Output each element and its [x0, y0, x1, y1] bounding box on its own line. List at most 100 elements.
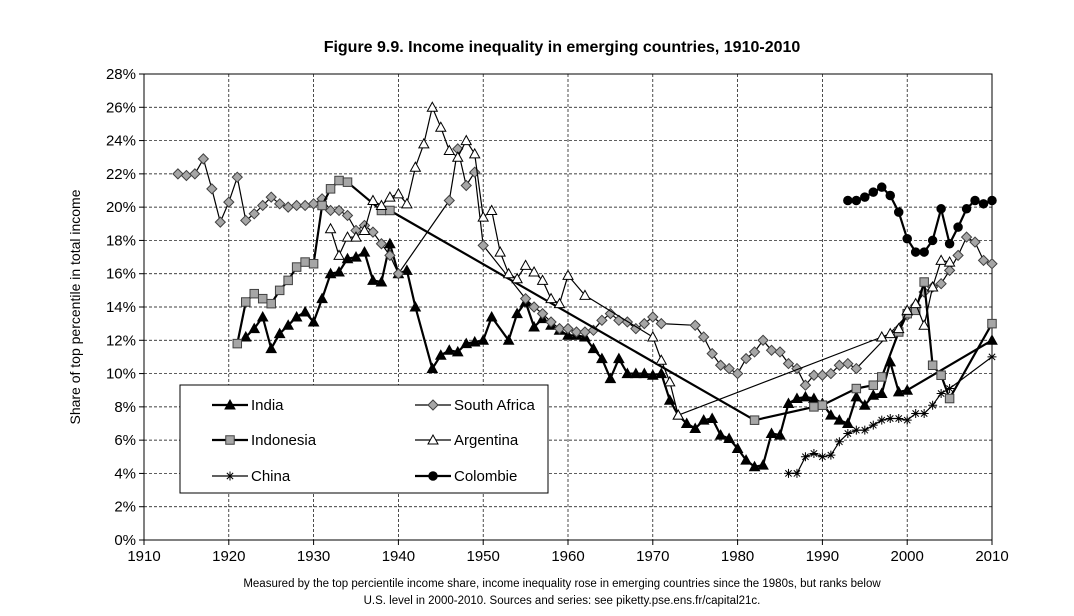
data-point-india: [714, 429, 727, 440]
data-point-south-africa: [952, 249, 964, 262]
data-point-south-africa: [808, 369, 820, 381]
data-point-indonesia: [851, 383, 862, 394]
data-point-argentina: [579, 289, 591, 300]
data-point-argentina: [511, 272, 523, 284]
y-tick-label: 14%: [106, 299, 136, 316]
data-point-india: [655, 367, 668, 379]
data-point-colombie: [970, 195, 980, 206]
data-point-colombie: [877, 182, 887, 192]
data-point-south-africa: [367, 226, 379, 238]
data-point-indonesia: [927, 360, 938, 370]
data-point-south-africa: [333, 204, 345, 217]
legend-item-india: India: [212, 397, 284, 414]
legend-label: Argentina: [454, 432, 519, 449]
data-point-south-africa: [689, 319, 701, 332]
data-point-india: [867, 389, 880, 400]
y-tick-label: 10%: [106, 366, 136, 383]
data-point-india: [706, 412, 719, 424]
data-point-colombie: [919, 247, 929, 257]
x-tick-label: 1970: [636, 548, 669, 565]
data-point-colombie: [893, 207, 904, 217]
legend-marker: [427, 433, 439, 445]
data-point-argentina: [333, 249, 345, 260]
data-point-south-africa: [248, 208, 260, 220]
data-point-south-africa: [477, 239, 489, 252]
data-point-south-africa: [528, 301, 540, 313]
data-point-argentina: [943, 256, 956, 267]
data-point-indonesia: [232, 338, 243, 349]
data-point-argentina: [672, 409, 685, 420]
data-point-indonesia: [308, 258, 319, 269]
data-point-china: [800, 452, 810, 462]
data-point-india: [460, 337, 473, 349]
y-tick-label: 12%: [106, 332, 136, 349]
data-point-indonesia: [944, 393, 955, 404]
data-point-india: [892, 385, 905, 397]
caption-line-1: Measured by the top percientile income s…: [243, 578, 881, 590]
data-point-india: [316, 292, 328, 304]
chart-title: Figure 9.9. Income inequality in emergin…: [324, 39, 801, 56]
data-point-south-africa: [214, 216, 227, 228]
data-point-india: [290, 310, 303, 322]
data-point-india: [680, 417, 693, 428]
data-point-south-africa: [842, 357, 854, 370]
data-point-india: [858, 399, 871, 410]
data-point-colombie: [902, 234, 912, 244]
x-tick-label: 1910: [127, 548, 160, 565]
caption-line-2: U.S. level in 2000-2010. Sources and ser…: [364, 595, 761, 607]
data-point-indonesia: [249, 288, 259, 299]
data-point-south-africa: [273, 198, 286, 210]
data-point-argentina: [528, 266, 540, 277]
data-point-indonesia: [919, 277, 929, 287]
data-point-argentina: [646, 330, 659, 342]
data-point-argentina: [663, 375, 676, 387]
data-point-argentina: [519, 259, 532, 270]
data-point-indonesia: [868, 380, 879, 390]
data-point-indonesia: [809, 402, 819, 412]
data-point-india: [731, 442, 744, 453]
data-point-indonesia: [291, 262, 302, 272]
y-tick-label: 16%: [106, 266, 136, 283]
data-point-india: [629, 367, 642, 379]
data-point-south-africa: [740, 352, 752, 365]
data-point-india: [757, 459, 769, 470]
data-point-china: [911, 409, 921, 419]
series-china: [783, 352, 997, 478]
data-point-argentina: [901, 304, 914, 315]
y-tick-label: 26%: [106, 99, 136, 116]
legend-label: Colombie: [454, 468, 517, 485]
data-point-argentina: [935, 254, 947, 265]
data-point-indonesia: [936, 370, 946, 380]
data-point-indonesia: [342, 177, 353, 187]
data-point-india: [875, 387, 888, 399]
data-point-south-africa: [706, 347, 718, 360]
legend: India South Africa Indonesia Argentina China…: [179, 384, 549, 494]
legend-marker: [225, 471, 235, 481]
data-point-china: [885, 414, 895, 424]
data-point-south-africa: [460, 179, 472, 192]
data-point-argentina: [468, 147, 481, 159]
data-point-south-africa: [604, 307, 617, 320]
data-point-colombie: [944, 239, 955, 249]
data-point-indonesia: [266, 298, 276, 309]
data-point-argentina: [909, 297, 922, 309]
data-point-indonesia: [300, 257, 310, 267]
data-point-argentina: [384, 191, 396, 202]
data-point-india: [282, 319, 295, 330]
y-tick-label: 20%: [106, 199, 136, 216]
data-point-south-africa: [172, 168, 184, 180]
data-point-argentina: [460, 134, 473, 146]
data-point-india: [256, 310, 269, 322]
data-point-argentina: [655, 354, 668, 365]
data-point-indonesia: [241, 297, 251, 307]
data-point-india: [774, 429, 786, 440]
data-point-india: [604, 372, 617, 384]
data-point-south-africa: [943, 264, 956, 277]
data-point-argentina: [926, 280, 939, 292]
data-point-china: [851, 425, 861, 435]
legend-label: South Africa: [454, 397, 536, 414]
data-point-colombie: [868, 187, 879, 197]
x-tick-label: 1940: [382, 548, 415, 565]
data-point-argentina: [341, 231, 354, 242]
data-point-argentina: [358, 224, 371, 235]
